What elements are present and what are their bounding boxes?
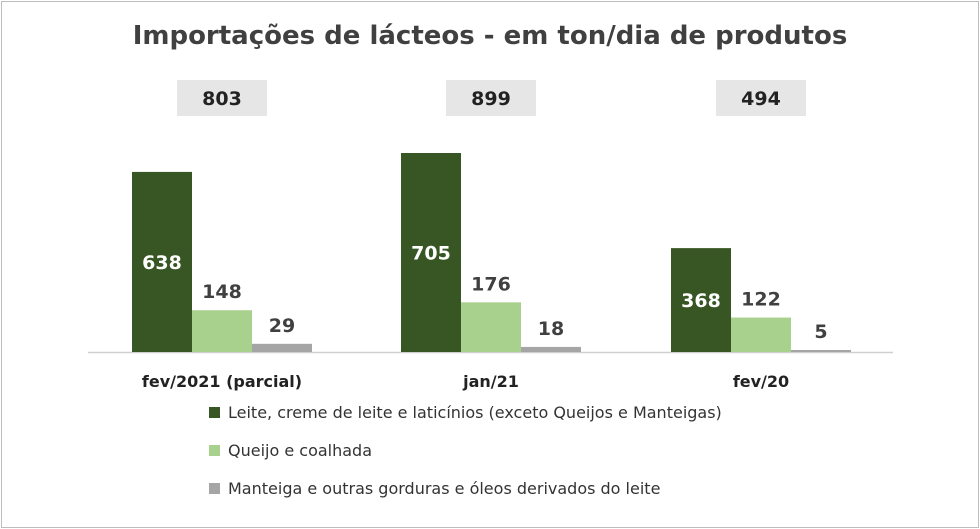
bar — [671, 248, 731, 352]
plot-area: 803 638 148 29 fev/2021 (parcial) 899 705 176 18… — [88, 80, 893, 391]
bar — [521, 346, 581, 352]
data-label: 368 — [681, 290, 721, 312]
bar — [252, 343, 312, 352]
total-box — [716, 80, 806, 116]
total-label: 494 — [741, 88, 781, 110]
data-label: 29 — [269, 315, 295, 337]
data-label: 176 — [471, 273, 511, 295]
data-label: 5 — [814, 321, 827, 343]
legend-swatch — [209, 445, 220, 456]
data-label: 638 — [142, 252, 182, 274]
bar — [401, 153, 461, 352]
data-label: 18 — [538, 318, 564, 340]
legend-swatch — [209, 483, 220, 494]
legend-label: Leite, creme de leite e laticínios (exce… — [228, 403, 722, 422]
bar — [791, 350, 851, 352]
bar — [192, 310, 252, 352]
legend-label: Manteiga e outras gorduras e óleos deriv… — [228, 479, 660, 498]
category-label: fev/2021 (parcial) — [142, 372, 302, 391]
data-label: 705 — [411, 243, 451, 265]
category-label: jan/21 — [462, 372, 519, 391]
total-label: 899 — [471, 88, 511, 110]
chart-title: Importações de lácteos - em ton/dia de p… — [133, 21, 848, 51]
total-label: 803 — [202, 88, 242, 110]
bar — [132, 171, 192, 352]
legend: Leite, creme de leite e laticínios (exce… — [209, 403, 722, 498]
legend-label: Queijo e coalhada — [228, 441, 372, 460]
data-label: 148 — [202, 281, 242, 303]
total-box — [177, 80, 267, 116]
bar — [731, 317, 791, 352]
bar — [461, 302, 521, 352]
category-label: fev/20 — [733, 372, 789, 391]
data-label: 122 — [741, 289, 781, 311]
total-box — [446, 80, 536, 116]
legend-swatch — [209, 407, 220, 418]
